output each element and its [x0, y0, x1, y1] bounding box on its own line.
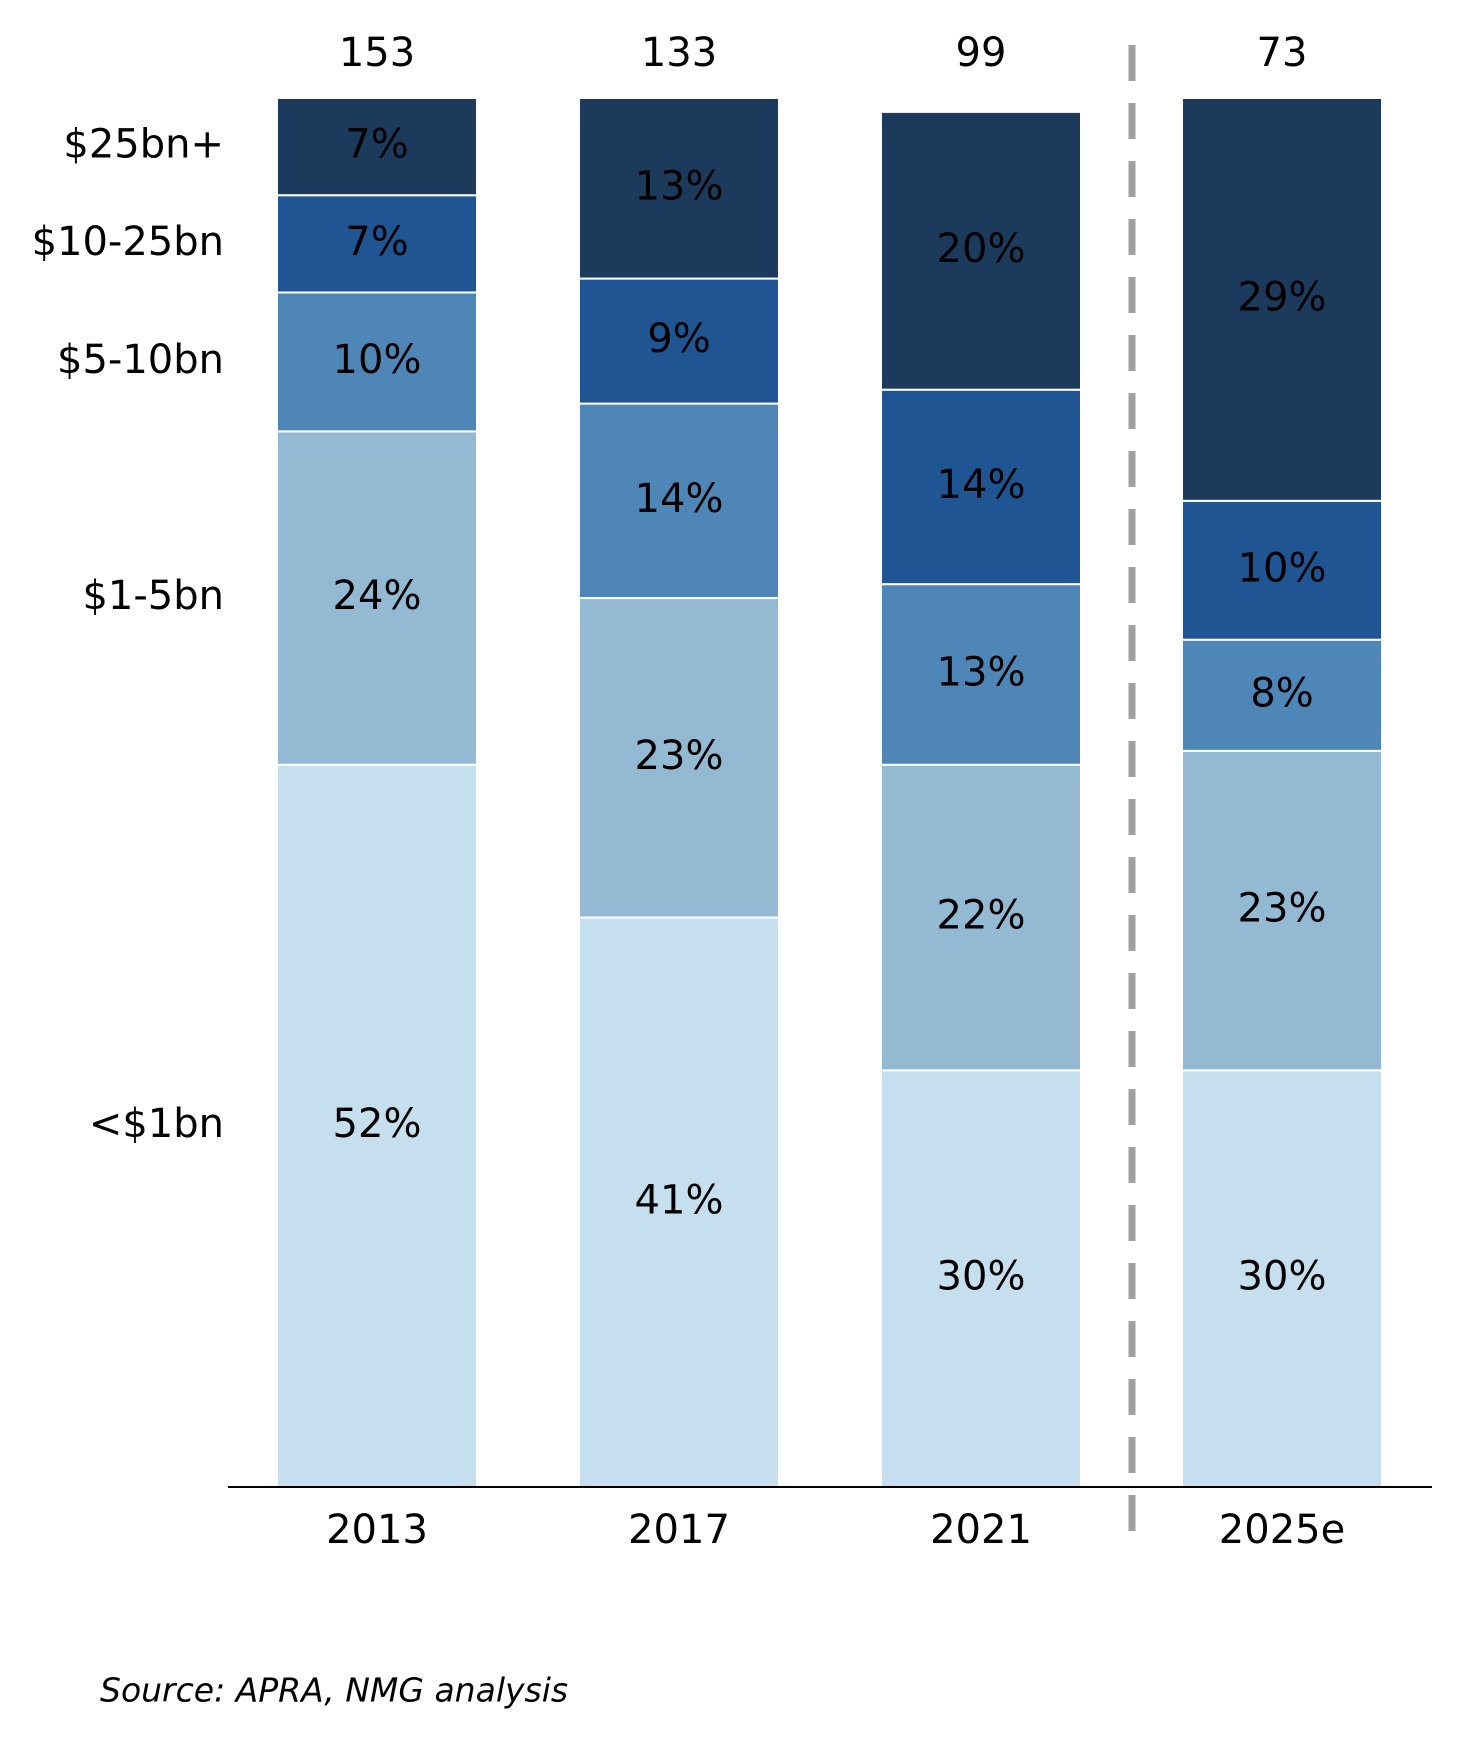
value-label: 20%: [937, 226, 1026, 272]
value-label: 9%: [647, 316, 710, 362]
value-label: 10%: [1238, 545, 1327, 591]
value-label: 23%: [1238, 886, 1327, 932]
value-label: 24%: [333, 573, 422, 619]
legend-label: <$1bn: [89, 1101, 224, 1147]
bar-segment: [276, 291, 478, 433]
value-label: 14%: [635, 476, 724, 522]
value-label: 13%: [635, 163, 724, 209]
bar-segment: [880, 763, 1082, 1072]
value-label: 14%: [937, 462, 1026, 508]
source-note: Source: APRA, NMG analysis: [100, 1671, 568, 1710]
bar-segment: [1181, 638, 1383, 752]
total-label: 133: [641, 30, 717, 76]
bar-segment: [1181, 749, 1383, 1072]
value-label: 41%: [635, 1177, 724, 1223]
legend-label: $1-5bn: [82, 573, 224, 619]
bar-segment: [880, 388, 1082, 586]
value-label: 7%: [345, 219, 408, 265]
value-label: 30%: [1238, 1254, 1327, 1300]
bar-segment: [578, 277, 780, 405]
value-label: 22%: [937, 893, 1026, 939]
bar-segment: [276, 430, 478, 766]
bar-segment: [1181, 499, 1383, 641]
total-label: 73: [1257, 30, 1308, 76]
value-label: 8%: [1250, 670, 1313, 716]
bar-segment: [578, 402, 780, 600]
value-label: 29%: [1238, 274, 1327, 320]
bar-segment: [1181, 97, 1383, 502]
bar-segment: [276, 97, 478, 197]
bar-segment: [578, 97, 780, 280]
x-tick-label: 2013: [326, 1507, 428, 1553]
value-label: 30%: [937, 1254, 1026, 1300]
x-tick-label: 2025e: [1219, 1507, 1345, 1553]
x-tick-label: 2017: [628, 1507, 730, 1553]
bar-segment: [1181, 1069, 1383, 1489]
value-label: 7%: [345, 122, 408, 168]
bar-segment: [880, 583, 1082, 766]
legend-label: $10-25bn: [32, 219, 224, 265]
total-label: 99: [956, 30, 1007, 76]
total-label: 153: [339, 30, 415, 76]
bar-segment: [276, 763, 478, 1488]
value-label: 10%: [333, 337, 422, 383]
legend-label: $5-10bn: [57, 337, 224, 383]
value-label: 23%: [635, 733, 724, 779]
x-tick-label: 2021: [930, 1507, 1032, 1553]
bar-segment: [880, 1069, 1082, 1489]
value-label: 52%: [333, 1101, 422, 1147]
value-label: 13%: [937, 649, 1026, 695]
legend-label: $25bn+: [63, 122, 224, 168]
bar-segment: [880, 110, 1082, 391]
